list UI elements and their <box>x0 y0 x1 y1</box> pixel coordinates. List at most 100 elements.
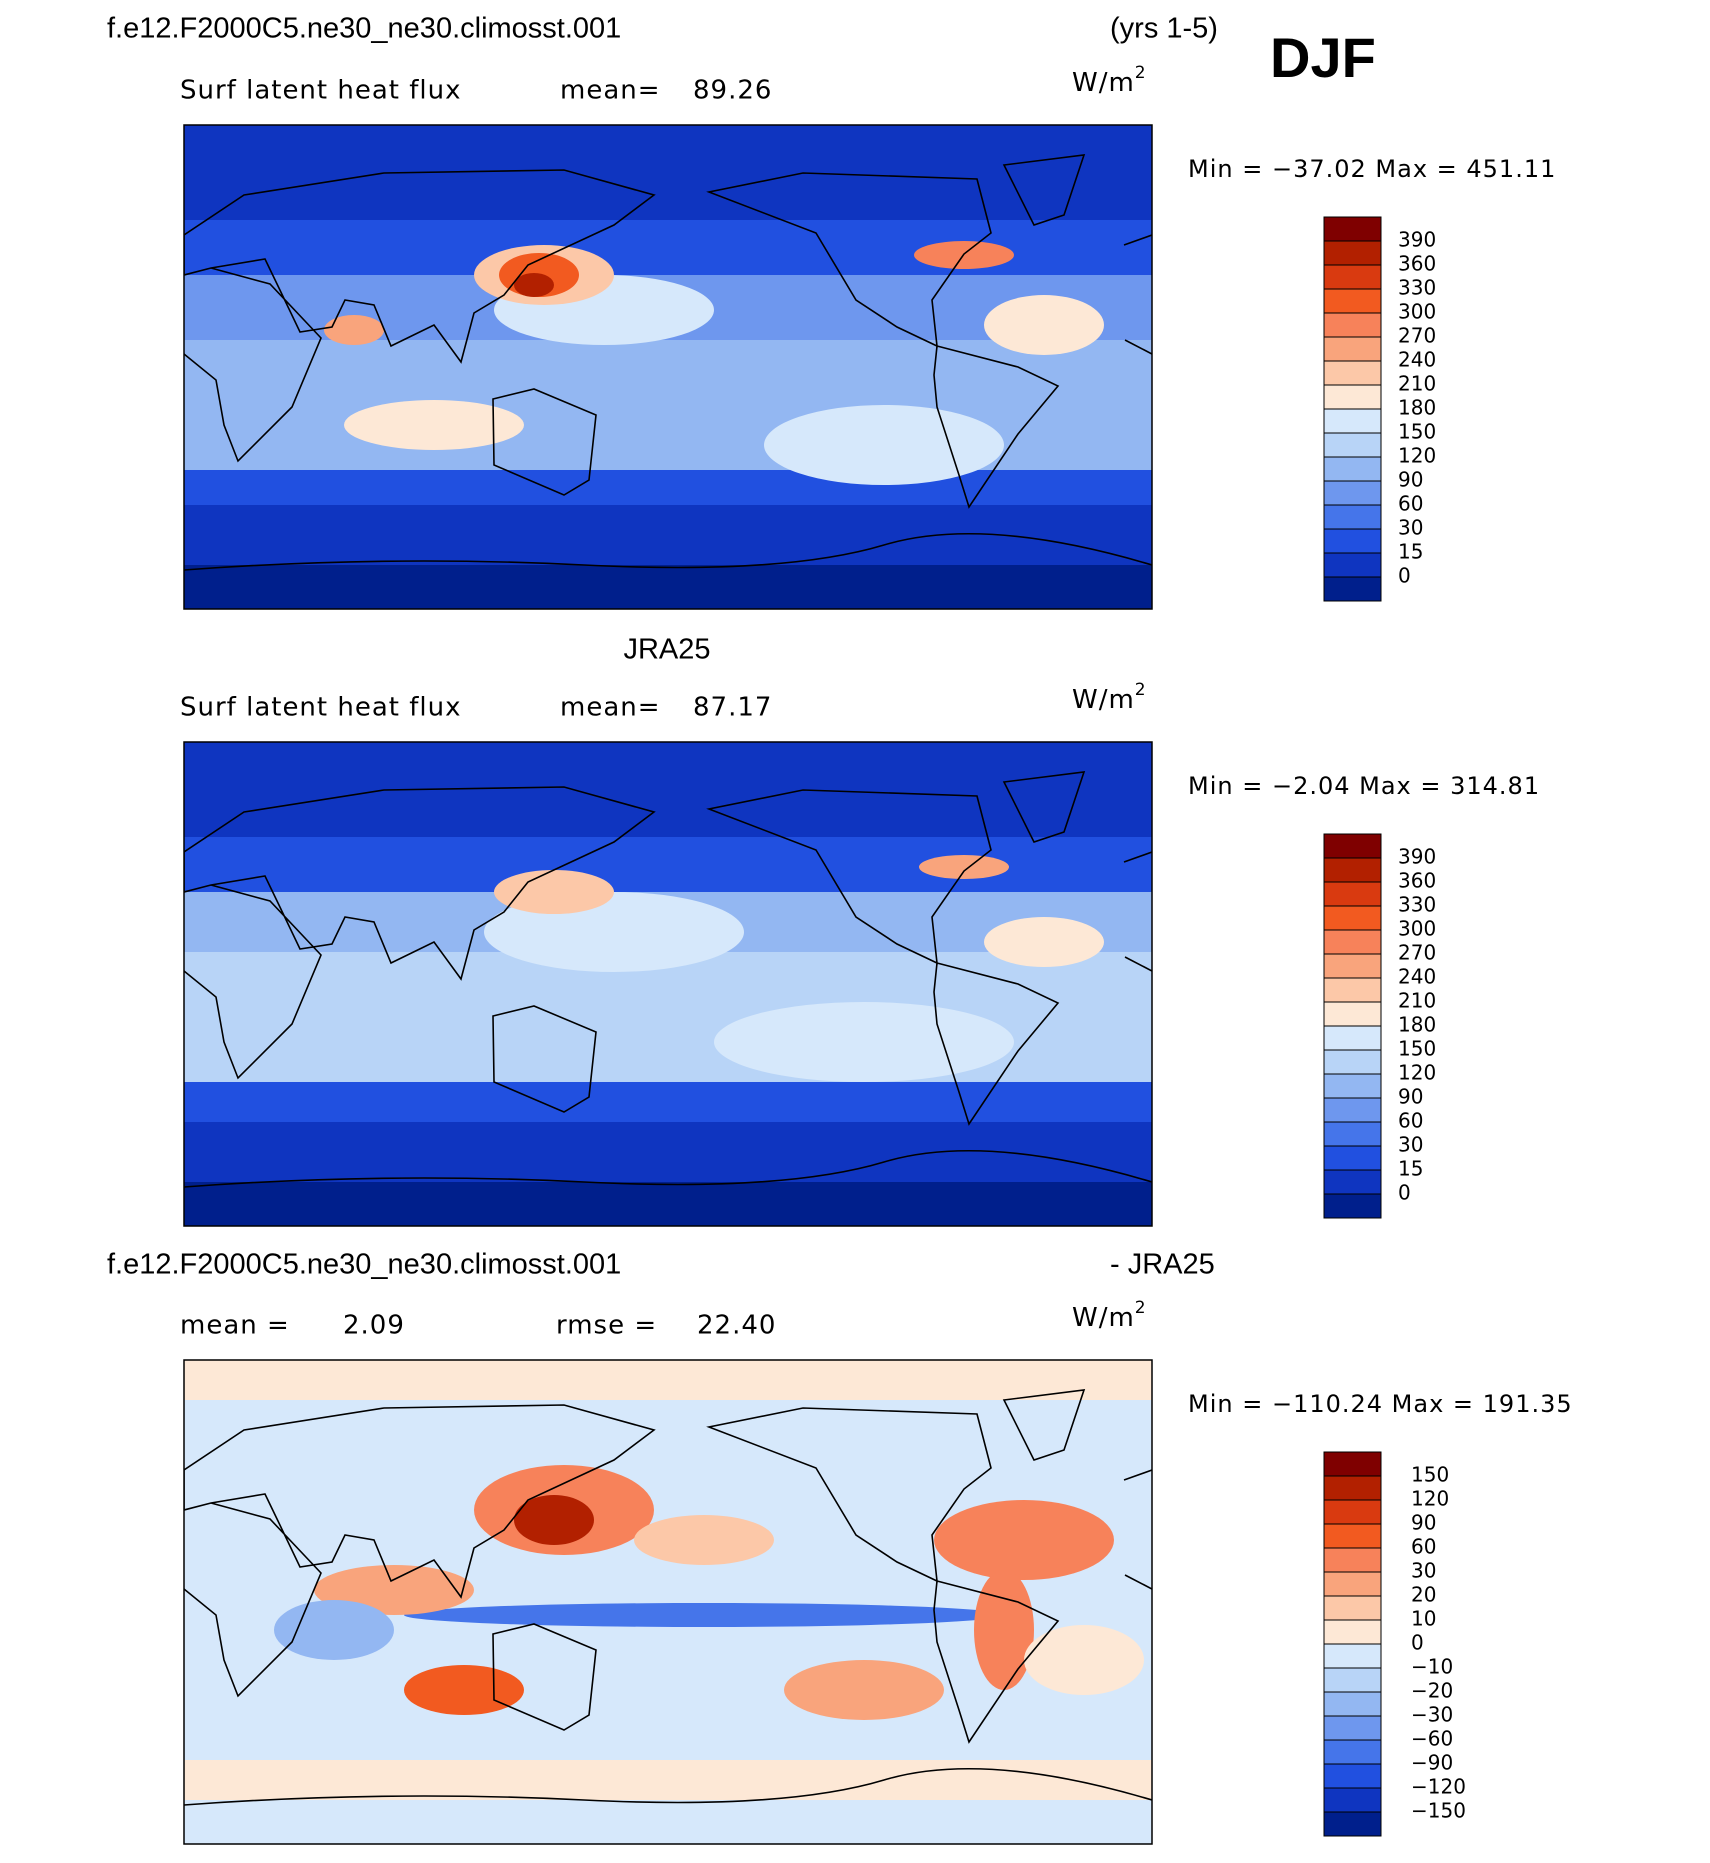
map-contour <box>514 273 554 297</box>
colorbar-box <box>1323 240 1382 266</box>
min-max: Min = −2.04 Max = 314.81 <box>1188 772 1540 800</box>
colorbar-label: 150 <box>1398 1037 1436 1061</box>
map-frame <box>183 741 1153 1227</box>
units-base: W/m <box>1072 685 1135 715</box>
colorbar-box <box>1323 1169 1382 1195</box>
colorbar-box <box>1323 504 1382 530</box>
panel-title-right: - JRA25 <box>1110 1249 1215 1281</box>
colorbar-label: −90 <box>1411 1751 1453 1775</box>
colorbar-box <box>1323 953 1382 979</box>
panel-label: Surf latent heat flux <box>180 76 461 106</box>
colorbar-label: 150 <box>1411 1463 1449 1487</box>
years: (yrs 1-5) <box>1110 13 1218 45</box>
colorbar-label: 15 <box>1398 540 1423 564</box>
colorbar-label: 360 <box>1398 252 1436 276</box>
map <box>184 742 1152 1226</box>
map-band <box>184 952 1152 1082</box>
colorbar-label: 120 <box>1398 1061 1436 1085</box>
panel-label: rmse = <box>556 1311 657 1341</box>
colorbar-label: −20 <box>1411 1679 1453 1703</box>
colorbar-box <box>1323 288 1382 314</box>
min-max: Min = −110.24 Max = 191.35 <box>1188 1390 1573 1418</box>
colorbar-label: 30 <box>1411 1559 1436 1583</box>
colorbar-label: 10 <box>1411 1607 1436 1631</box>
map-band <box>184 1360 1152 1400</box>
colorbar-label: 330 <box>1398 893 1436 917</box>
colorbar-label: −120 <box>1411 1775 1466 1799</box>
map-contour <box>919 855 1009 879</box>
colorbar-label: −60 <box>1411 1727 1453 1751</box>
colorbar-box <box>1323 1499 1382 1525</box>
map-contour <box>974 1570 1034 1690</box>
colorbar-box <box>1323 881 1382 907</box>
colorbar-label: 300 <box>1398 917 1436 941</box>
map-band <box>184 1182 1152 1226</box>
colorbar-box <box>1323 1811 1382 1837</box>
map <box>184 125 1152 609</box>
colorbar-label: 60 <box>1411 1535 1436 1559</box>
colorbar-label: 15 <box>1398 1157 1423 1181</box>
colorbar-label: 30 <box>1398 1133 1423 1157</box>
colorbar-box <box>1323 857 1382 883</box>
colorbar-box <box>1323 1643 1382 1669</box>
colorbar-box <box>1323 1049 1382 1075</box>
season: DJF <box>1270 26 1376 89</box>
map-contour <box>514 1495 594 1545</box>
colorbar-box <box>1323 1571 1382 1597</box>
colorbar-box <box>1323 1475 1382 1501</box>
run-title: f.e12.F2000C5.ne30_ne30.climosst.001 <box>107 13 621 45</box>
map-contour <box>634 1515 774 1565</box>
colorbar-box <box>1323 264 1382 290</box>
colorbar-label: 0 <box>1398 564 1411 588</box>
colorbar-label: 330 <box>1398 276 1436 300</box>
colorbar-box <box>1323 1739 1382 1765</box>
colorbar-label: 90 <box>1398 468 1423 492</box>
map-band <box>184 565 1152 609</box>
panel-label: mean= <box>560 693 661 723</box>
units-base: W/m <box>1072 68 1135 98</box>
units-sup: 2 <box>1135 680 1147 700</box>
colorbar-label: 0 <box>1411 1631 1424 1655</box>
colorbar-label: 210 <box>1398 989 1436 1013</box>
colorbar-box <box>1323 456 1382 482</box>
colorbar-label: 60 <box>1398 492 1423 516</box>
panel-label: Surf latent heat flux <box>180 693 461 723</box>
colorbar-box <box>1323 833 1382 859</box>
colorbar-label: −10 <box>1411 1655 1453 1679</box>
colorbar-label: −150 <box>1411 1799 1466 1823</box>
colorbar-box <box>1323 336 1382 362</box>
colorbar-box <box>1323 480 1382 506</box>
colorbar-label: 20 <box>1411 1583 1436 1607</box>
panel-title: JRA25 <box>623 634 710 666</box>
map-frame <box>183 124 1153 610</box>
map-contour <box>984 295 1104 355</box>
colorbar-box <box>1323 576 1382 602</box>
colorbar-box <box>1323 1619 1382 1645</box>
colorbar-label: 90 <box>1398 1085 1423 1109</box>
map-contour <box>344 400 524 450</box>
map-frame <box>183 1359 1153 1845</box>
units: W/m2 <box>1072 63 1147 98</box>
colorbar-box <box>1323 552 1382 578</box>
colorbar-box <box>1323 929 1382 955</box>
colorbar-box <box>1323 1547 1382 1573</box>
colorbar-box <box>1323 528 1382 554</box>
colorbar-label: 90 <box>1411 1511 1436 1535</box>
colorbar-label: 180 <box>1398 1013 1436 1037</box>
map-contour <box>494 870 614 914</box>
map-contour <box>274 1600 394 1660</box>
colorbar-label: −30 <box>1411 1703 1453 1727</box>
colorbar-box <box>1323 1715 1382 1741</box>
colorbar-box <box>1323 1763 1382 1789</box>
panel-title: f.e12.F2000C5.ne30_ne30.climosst.001 <box>107 1249 621 1281</box>
panel-label: 22.40 <box>697 1311 776 1341</box>
colorbar-box <box>1323 216 1382 242</box>
colorbar-label: 150 <box>1398 420 1436 444</box>
min-max: Min = −37.02 Max = 451.11 <box>1188 155 1556 183</box>
units: W/m2 <box>1072 680 1147 715</box>
colorbar-box <box>1323 312 1382 338</box>
colorbar-box <box>1323 977 1382 1003</box>
colorbar-box <box>1323 1691 1382 1717</box>
panel-label: 87.17 <box>693 693 772 723</box>
